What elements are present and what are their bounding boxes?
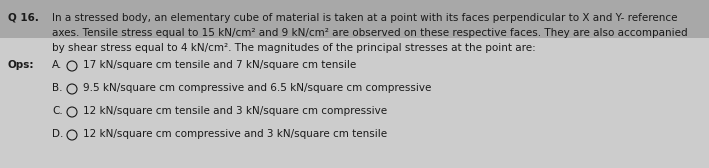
Text: A.: A. — [52, 60, 62, 70]
Text: In a stressed body, an elementary cube of material is taken at a point with its : In a stressed body, an elementary cube o… — [52, 13, 678, 23]
Text: axes. Tensile stress equal to 15 kN/cm² and 9 kN/cm² are observed on these respe: axes. Tensile stress equal to 15 kN/cm² … — [52, 28, 688, 38]
Text: 12 kN/square cm compressive and 3 kN/square cm tensile: 12 kN/square cm compressive and 3 kN/squ… — [83, 129, 387, 139]
Text: 9.5 kN/square cm compressive and 6.5 kN/square cm compressive: 9.5 kN/square cm compressive and 6.5 kN/… — [83, 83, 431, 93]
Text: 12 kN/square cm tensile and 3 kN/square cm compressive: 12 kN/square cm tensile and 3 kN/square … — [83, 106, 387, 116]
Text: C.: C. — [52, 106, 63, 116]
Text: by shear stress equal to 4 kN/cm². The magnitudes of the principal stresses at t: by shear stress equal to 4 kN/cm². The m… — [52, 43, 536, 53]
Bar — [0, 38, 709, 168]
Text: B.: B. — [52, 83, 62, 93]
Text: D.: D. — [52, 129, 63, 139]
Bar — [0, 0, 709, 38]
Text: Q 16.: Q 16. — [8, 13, 39, 23]
Text: 17 kN/square cm tensile and 7 kN/square cm tensile: 17 kN/square cm tensile and 7 kN/square … — [83, 60, 356, 70]
Text: Ops:: Ops: — [8, 60, 35, 70]
